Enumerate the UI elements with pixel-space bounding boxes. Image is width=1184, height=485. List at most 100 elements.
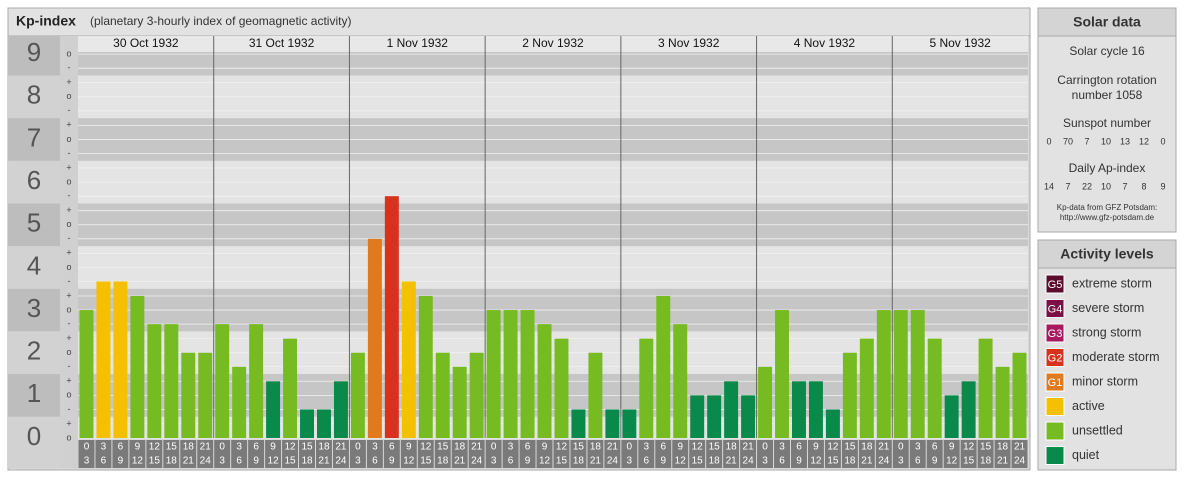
- kp-label-band: [8, 374, 60, 417]
- bar: [910, 310, 925, 438]
- legend-swatch: [1045, 397, 1065, 416]
- minor-tick-label: +: [66, 290, 71, 300]
- hour-label: 9: [135, 442, 141, 453]
- bar: [758, 366, 773, 438]
- hour-label: 3: [779, 442, 785, 453]
- bar: [384, 196, 399, 438]
- bar: [961, 381, 976, 438]
- hour-label: 12: [539, 456, 551, 467]
- day-label: 5 Nov 1932: [929, 36, 991, 50]
- sunspot-number: 0: [1160, 136, 1165, 146]
- legend-code: G1: [1048, 377, 1063, 389]
- minor-tick-label: +: [66, 418, 71, 428]
- hour-label: 21: [318, 456, 330, 467]
- legend-label: unsettled: [1072, 423, 1123, 437]
- kp-label-band: [8, 288, 60, 332]
- bar: [147, 324, 162, 438]
- hour-label: 15: [844, 442, 856, 453]
- bar: [232, 366, 247, 438]
- hour-cell: [892, 440, 909, 468]
- hour-label: 6: [236, 456, 242, 467]
- sunspot-number: 10: [1101, 136, 1111, 146]
- hour-label: 12: [403, 456, 415, 467]
- kp-label-band: [8, 331, 60, 375]
- hour-cell: [485, 440, 502, 468]
- legend-label: extreme storm: [1072, 276, 1152, 290]
- hour-label: 3: [508, 442, 514, 453]
- day-label: 31 Oct 1932: [249, 36, 315, 50]
- minor-tick-label: +: [66, 162, 71, 172]
- bar: [808, 381, 823, 438]
- minor-tick-label: -: [68, 233, 71, 243]
- hour-label: 3: [762, 456, 768, 467]
- hour-cell: [78, 440, 95, 468]
- hour-label: 21: [471, 442, 483, 453]
- hour-cell: [146, 440, 163, 468]
- hour-cell: [723, 440, 740, 468]
- minor-tick-label: +: [66, 205, 71, 215]
- hour-label: 3: [915, 442, 921, 453]
- y-tick-label: 3: [27, 293, 41, 323]
- bar: [859, 338, 874, 438]
- day-header-row: [78, 36, 1028, 52]
- hour-cell: [163, 440, 180, 468]
- hour-label: 0: [762, 442, 768, 453]
- minor-tick-label: -: [68, 361, 71, 371]
- legend-label: minor storm: [1072, 374, 1138, 388]
- bar: [435, 352, 450, 438]
- hour-label: 0: [491, 442, 497, 453]
- bar: [673, 324, 688, 438]
- hour-label: 18: [183, 442, 195, 453]
- hour-label: 21: [454, 456, 466, 467]
- bar: [588, 352, 603, 438]
- hour-label: 21: [607, 442, 619, 453]
- hour-cell: [638, 440, 655, 468]
- y-tick-label: 0: [27, 421, 41, 451]
- hour-label: 15: [709, 442, 721, 453]
- kp-label-band: [8, 160, 60, 204]
- minor-tick-label: o: [66, 134, 71, 144]
- hour-label: 6: [253, 442, 259, 453]
- hour-label: 3: [84, 456, 90, 467]
- hour-label: 15: [573, 442, 585, 453]
- bar: [995, 366, 1010, 438]
- hour-cell: [841, 440, 858, 468]
- ap-value: 10: [1101, 181, 1111, 191]
- ap-title: Daily Ap-index: [1069, 161, 1146, 175]
- hour-cell: [875, 440, 892, 468]
- hour-label: 12: [827, 442, 839, 453]
- hour-label: 21: [335, 442, 347, 453]
- levels-title-bar: [1037, 239, 1177, 269]
- sunspot-number: 12: [1139, 136, 1149, 146]
- hour-label: 15: [284, 456, 296, 467]
- hour-label: 3: [355, 456, 361, 467]
- bar: [181, 352, 196, 438]
- y-tick-label: 4: [27, 250, 41, 280]
- bar: [690, 395, 705, 438]
- minor-tick-label: +: [66, 333, 71, 343]
- minor-tick-label: -: [68, 105, 71, 115]
- hour-label: 21: [861, 456, 873, 467]
- hour-cell: [316, 440, 332, 468]
- kp-label-band: [8, 416, 60, 468]
- hour-cell: [112, 440, 129, 468]
- hour-cell: [706, 440, 723, 468]
- hour-label: 21: [590, 456, 602, 467]
- hour-label: 12: [149, 442, 161, 453]
- bar: [333, 381, 348, 438]
- hour-cell: [824, 440, 841, 468]
- hour-label: 21: [1014, 442, 1026, 453]
- day-label: 2 Nov 1932: [522, 36, 584, 50]
- bar: [792, 381, 806, 438]
- ap-value: 7: [1065, 181, 1070, 191]
- hour-label: 12: [420, 442, 432, 453]
- minor-tick-label: o: [66, 432, 71, 442]
- hour-cell: [689, 440, 706, 468]
- kp-band: [78, 416, 1028, 438]
- bar: [452, 366, 467, 438]
- hour-label: 0: [84, 442, 90, 453]
- legend-code: G4: [1048, 303, 1063, 315]
- y-tick-label: 7: [27, 122, 41, 152]
- minor-tick-label: -: [68, 404, 71, 414]
